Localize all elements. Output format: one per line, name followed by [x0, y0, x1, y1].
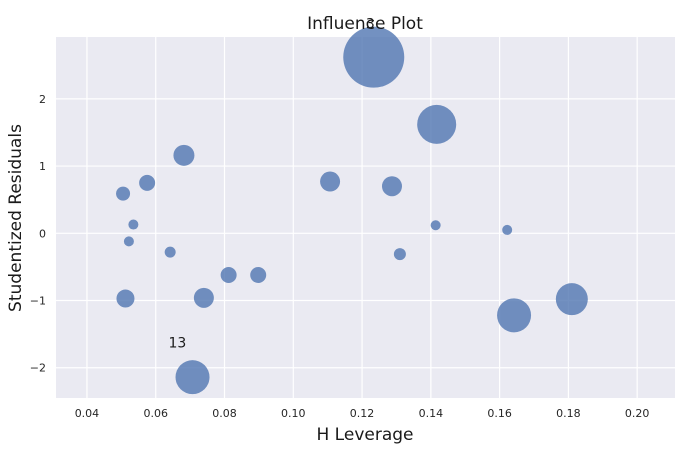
chart-title: Influence Plot	[307, 14, 423, 34]
data-point	[193, 287, 214, 308]
data-point	[393, 248, 406, 261]
data-points	[116, 26, 588, 395]
x-tick-label: 0.12	[350, 407, 375, 420]
point-annotations: 3 13	[168, 16, 374, 351]
data-point	[430, 220, 441, 231]
data-point	[164, 246, 176, 258]
data-point	[502, 224, 513, 235]
point-annotation: 3	[366, 16, 375, 32]
data-point	[343, 26, 405, 88]
x-tick-label: 0.08	[212, 407, 237, 420]
data-point	[320, 171, 341, 192]
data-point	[381, 176, 402, 197]
x-tick-label: 0.20	[625, 407, 650, 420]
y-tick-label: −2	[30, 362, 46, 375]
data-point	[417, 104, 457, 144]
data-point	[555, 283, 588, 316]
y-tick-label: 0	[39, 227, 46, 240]
data-point	[175, 360, 210, 395]
data-point	[116, 289, 135, 308]
data-point	[123, 236, 134, 247]
data-point	[139, 174, 156, 191]
y-axis-ticks: −2 −1 0 1 2	[30, 93, 46, 375]
y-tick-label: −1	[30, 295, 46, 308]
data-point	[128, 219, 139, 230]
x-axis-ticks: 0.04 0.06 0.08 0.10 0.12 0.14 0.16 0.18 0.20	[75, 407, 650, 420]
point-annotation: 13	[168, 336, 186, 352]
x-tick-label: 0.16	[487, 407, 512, 420]
data-point	[173, 144, 195, 166]
data-point	[116, 186, 131, 201]
x-tick-label: 0.06	[143, 407, 168, 420]
y-tick-label: 2	[39, 93, 46, 106]
gridlines	[56, 37, 675, 398]
x-tick-label: 0.14	[419, 407, 444, 420]
y-tick-label: 1	[39, 160, 46, 173]
x-tick-label: 0.04	[75, 407, 100, 420]
data-point	[497, 298, 532, 333]
y-axis-label: Studentized Residuals	[6, 124, 26, 312]
data-point	[220, 266, 237, 283]
plot-area	[56, 37, 675, 398]
x-axis-label: H Leverage	[317, 425, 414, 445]
x-tick-label: 0.18	[556, 407, 581, 420]
x-tick-label: 0.10	[281, 407, 306, 420]
data-point	[250, 266, 267, 283]
